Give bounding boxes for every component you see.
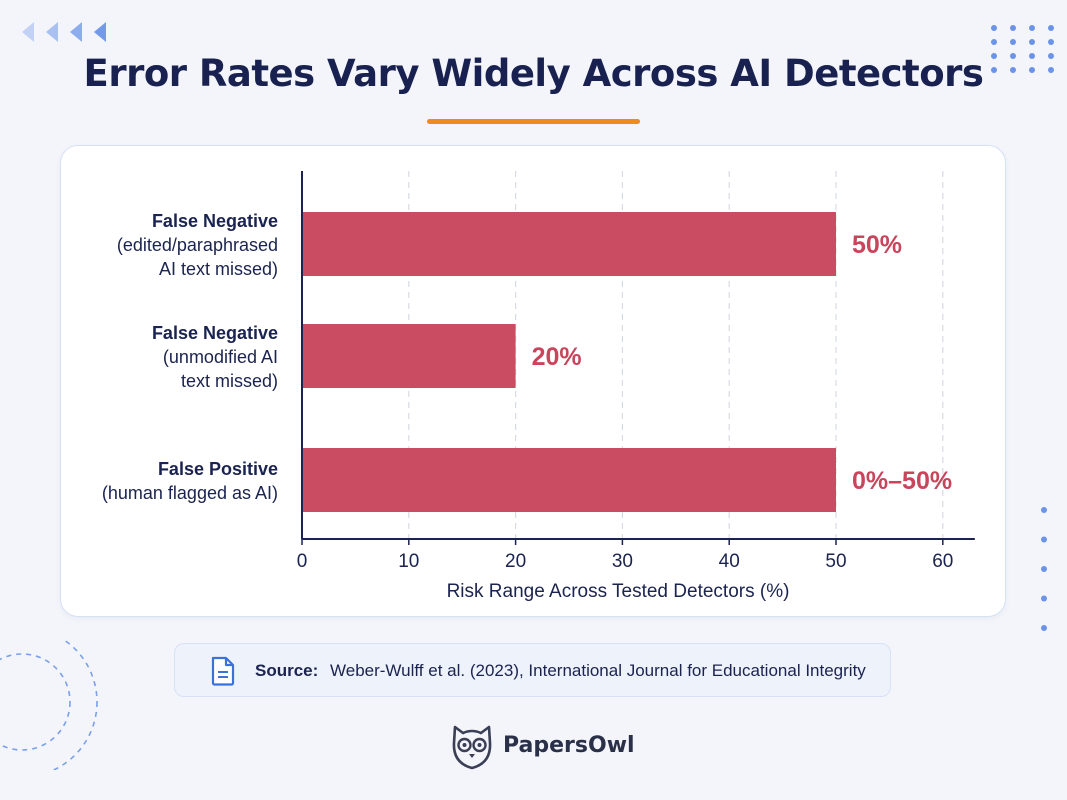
dot-column-icon: [1041, 507, 1047, 631]
dot: [991, 39, 997, 45]
brand-name: PapersOwl: [503, 733, 635, 758]
category-label: False Positive: [158, 459, 278, 479]
source-box: Source: Weber-Wulff et al. (2023), Inter…: [174, 643, 891, 697]
dot: [1010, 67, 1016, 73]
x-tick-label: 0: [297, 551, 308, 572]
dot: [1048, 53, 1054, 59]
dot-grid-icon: [991, 25, 1054, 73]
chevron-icon: [94, 22, 106, 42]
bar: [302, 212, 836, 276]
chevron-icon: [22, 22, 34, 42]
source-label: Source:: [255, 661, 319, 680]
dot: [1041, 566, 1047, 572]
category-label: False Negative: [152, 323, 278, 343]
x-tick-label: 20: [505, 551, 526, 572]
dot: [1010, 53, 1016, 59]
dot: [991, 53, 997, 59]
dot: [1041, 536, 1047, 543]
bar: [302, 448, 836, 512]
dot: [991, 67, 997, 73]
x-tick-label: 40: [719, 551, 740, 572]
chevron-arrows-icon: [22, 22, 106, 42]
dot: [1048, 39, 1054, 45]
category-label: AI text missed): [159, 259, 278, 279]
category-label: (unmodified AI: [163, 347, 278, 367]
title-underline: [427, 119, 640, 124]
dot: [1010, 39, 1016, 45]
dot: [1029, 39, 1035, 45]
source-text: Weber-Wulff et al. (2023), International…: [330, 661, 866, 680]
category-label: (human flagged as AI): [102, 483, 278, 503]
dashed-circles-icon: [0, 640, 98, 770]
dot: [1029, 53, 1035, 59]
category-label: (edited/paraphrased: [117, 235, 278, 255]
dot: [991, 25, 997, 31]
owl-logo-icon: [452, 725, 492, 770]
chart-card: 50% False Negative (edited/paraphrased AI t…: [60, 145, 1006, 617]
page-title: Error Rates Vary Widely Across AI Detect…: [83, 52, 984, 95]
dot: [1041, 507, 1047, 513]
bar: [302, 324, 516, 388]
dot: [1029, 67, 1035, 73]
bar-value-label: 50%: [852, 231, 902, 259]
document-icon: [211, 656, 235, 686]
dot: [1041, 595, 1047, 602]
category-label: False Negative: [152, 211, 278, 231]
chevron-icon: [46, 22, 58, 42]
dot: [1048, 67, 1054, 73]
chevron-icon: [70, 22, 82, 42]
bar-value-label: 20%: [532, 343, 582, 371]
dot: [1041, 625, 1047, 631]
dot: [1010, 25, 1016, 31]
x-tick-label: 60: [932, 551, 953, 572]
bar-chart: 50% False Negative (edited/paraphrased AI t…: [102, 171, 975, 602]
bar-value-label: 0%–50%: [852, 467, 952, 495]
dot: [1029, 25, 1035, 31]
category-label: text missed): [181, 371, 278, 391]
x-tick-label: 10: [398, 551, 419, 572]
x-tick-label: 30: [612, 551, 633, 572]
x-axis-title: Risk Range Across Tested Detectors (%): [447, 581, 790, 602]
dot: [1048, 25, 1054, 31]
x-tick-label: 50: [825, 551, 846, 572]
